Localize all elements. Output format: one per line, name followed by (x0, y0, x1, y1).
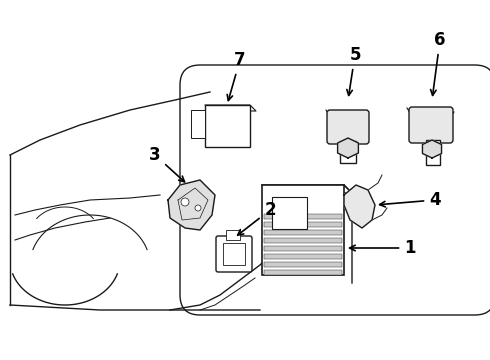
Polygon shape (422, 140, 441, 158)
Bar (205, 105, 250, 147)
Bar (264, 246, 342, 251)
Bar (226, 230, 240, 240)
Bar (262, 185, 344, 275)
Text: 6: 6 (431, 31, 446, 95)
Bar (426, 140, 440, 165)
Text: 5: 5 (347, 46, 361, 95)
Bar (264, 222, 342, 227)
FancyBboxPatch shape (409, 107, 453, 143)
Polygon shape (168, 180, 215, 230)
Bar (264, 238, 342, 243)
FancyBboxPatch shape (327, 110, 369, 144)
Circle shape (195, 205, 201, 211)
FancyBboxPatch shape (216, 236, 252, 272)
Text: 4: 4 (380, 191, 441, 209)
Text: 3: 3 (149, 146, 185, 182)
Bar (264, 270, 342, 275)
Bar (191, 110, 205, 138)
Polygon shape (338, 138, 358, 158)
Polygon shape (344, 185, 375, 228)
Bar (272, 197, 307, 229)
Bar (264, 214, 342, 219)
Bar (264, 230, 342, 235)
Text: 7: 7 (227, 51, 246, 100)
Bar (223, 243, 245, 265)
FancyBboxPatch shape (180, 65, 490, 315)
Circle shape (181, 198, 189, 206)
Bar (264, 262, 342, 267)
Bar (340, 141, 356, 163)
Bar (264, 254, 342, 259)
Text: 2: 2 (238, 201, 276, 235)
Text: 1: 1 (350, 239, 416, 257)
